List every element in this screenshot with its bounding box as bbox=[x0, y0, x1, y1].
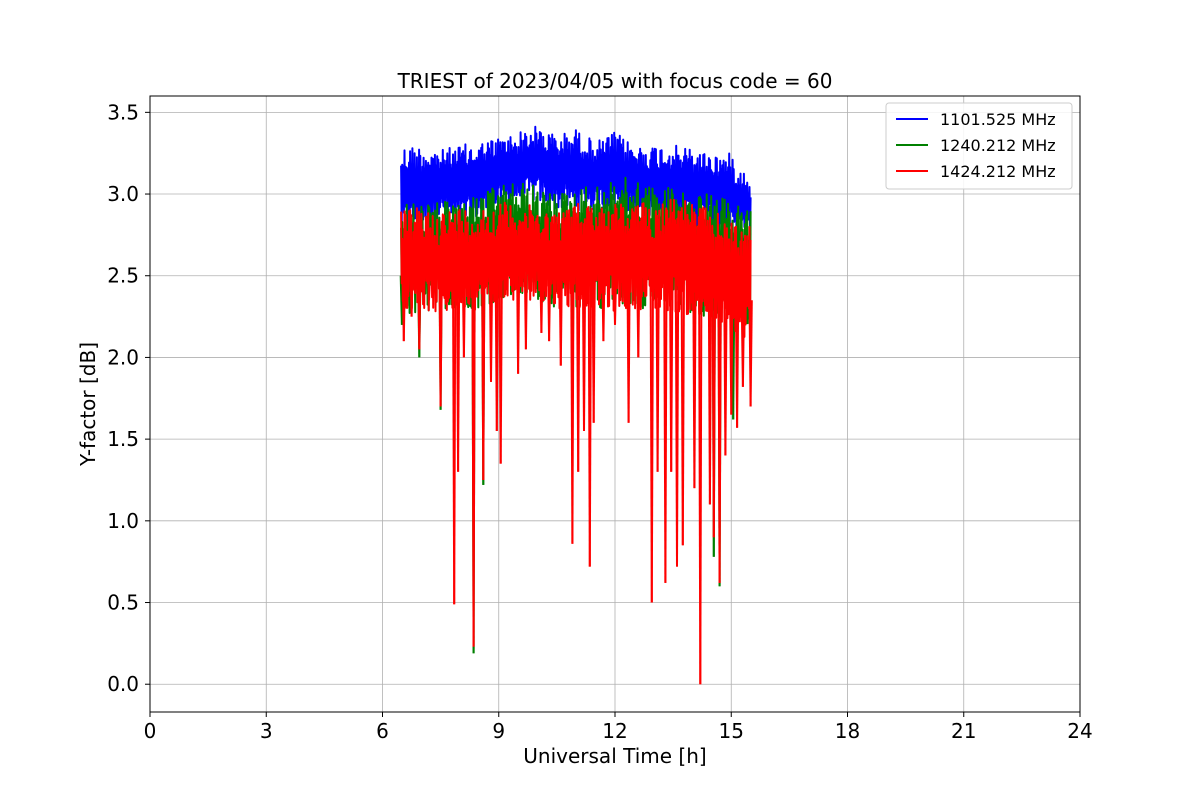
series-dip bbox=[524, 259, 528, 350]
series-dip bbox=[402, 267, 406, 342]
series-dip bbox=[571, 267, 575, 544]
series-dip bbox=[670, 270, 674, 472]
x-axis-label: Universal Time [h] bbox=[523, 744, 706, 768]
series-dip bbox=[588, 267, 592, 567]
y-tick-label: 3.5 bbox=[107, 100, 139, 124]
series-dip bbox=[517, 259, 521, 374]
series-dip bbox=[664, 270, 668, 583]
y-tick-label: 2.0 bbox=[107, 345, 139, 369]
y-tick-label: 0.5 bbox=[107, 591, 139, 615]
series-dip bbox=[627, 268, 631, 423]
series-dip bbox=[708, 283, 713, 505]
series-dip bbox=[736, 300, 740, 428]
legend-label-1424-mhz: 1424.212 MHz bbox=[940, 162, 1056, 181]
y-tick-label: 2.5 bbox=[107, 264, 139, 288]
series-dip bbox=[699, 278, 703, 685]
x-tick-label: 0 bbox=[144, 719, 157, 743]
series-dip bbox=[439, 275, 443, 407]
series-dip bbox=[602, 268, 606, 342]
series-dip bbox=[499, 266, 503, 464]
legend-box bbox=[885, 102, 1073, 190]
series-dip bbox=[614, 270, 618, 325]
x-tick-label: 24 bbox=[1067, 719, 1092, 743]
y-tick-label: 1.0 bbox=[107, 509, 139, 533]
series-dip bbox=[749, 300, 753, 407]
series-dip bbox=[472, 269, 476, 647]
y-axis-label: Y-factor [dB] bbox=[76, 342, 100, 467]
series-dip bbox=[730, 300, 734, 415]
series-dip bbox=[712, 285, 716, 538]
y-axis-ticks: 0.0 0.5 1.0 1.5 2.0 2.5 3.0 3.5 bbox=[107, 100, 150, 696]
x-tick-label: 3 bbox=[260, 719, 273, 743]
series-dip bbox=[559, 267, 563, 366]
series-trace bbox=[400, 198, 752, 340]
series-1101-525-mhz bbox=[400, 125, 752, 236]
x-tick-label: 21 bbox=[951, 719, 976, 743]
y-tick-label: 0.0 bbox=[107, 672, 139, 696]
series-dip bbox=[490, 268, 494, 382]
series-dip bbox=[462, 268, 466, 358]
series-dip bbox=[577, 267, 581, 472]
series-dip bbox=[410, 267, 414, 317]
series-trace bbox=[400, 125, 752, 236]
series-dip bbox=[724, 295, 728, 456]
series-dip bbox=[718, 290, 722, 583]
chart-title: TRIEST of 2023/04/05 with focus code = 6… bbox=[397, 69, 833, 93]
series-dip bbox=[650, 270, 654, 603]
series-dip bbox=[495, 267, 499, 432]
series-dip bbox=[418, 267, 422, 350]
series-dip bbox=[656, 270, 660, 472]
series-dip bbox=[681, 273, 685, 546]
y-tick-label: 3.0 bbox=[107, 182, 139, 206]
legend: 1101.525 MHz 1240.212 MHz 1424.212 MHz bbox=[885, 102, 1073, 190]
x-axis-ticks: 0 3 6 9 12 15 18 21 24 bbox=[144, 712, 1093, 743]
plot-series bbox=[399, 125, 753, 685]
x-tick-label: 9 bbox=[492, 719, 505, 743]
series-dip bbox=[540, 260, 544, 333]
series-dip bbox=[457, 268, 461, 472]
legend-label-1101-mhz: 1101.525 MHz bbox=[940, 110, 1056, 129]
x-tick-label: 6 bbox=[376, 719, 389, 743]
x-tick-label: 15 bbox=[719, 719, 744, 743]
series-dip bbox=[428, 270, 432, 301]
series-dip bbox=[676, 271, 680, 567]
series-dip bbox=[482, 270, 486, 481]
x-tick-label: 12 bbox=[602, 719, 627, 743]
legend-label-1240-mhz: 1240.212 MHz bbox=[940, 136, 1056, 155]
series-dip bbox=[592, 267, 596, 423]
series-dip bbox=[548, 264, 552, 342]
series-dip bbox=[637, 268, 641, 358]
series-dip bbox=[741, 300, 745, 387]
x-tick-label: 18 bbox=[835, 719, 860, 743]
series-dip bbox=[693, 276, 697, 489]
y-tick-label: 1.5 bbox=[107, 427, 139, 451]
series-dip bbox=[453, 269, 457, 605]
series-dip bbox=[583, 267, 587, 432]
series-1424-212-mhz bbox=[400, 198, 753, 685]
